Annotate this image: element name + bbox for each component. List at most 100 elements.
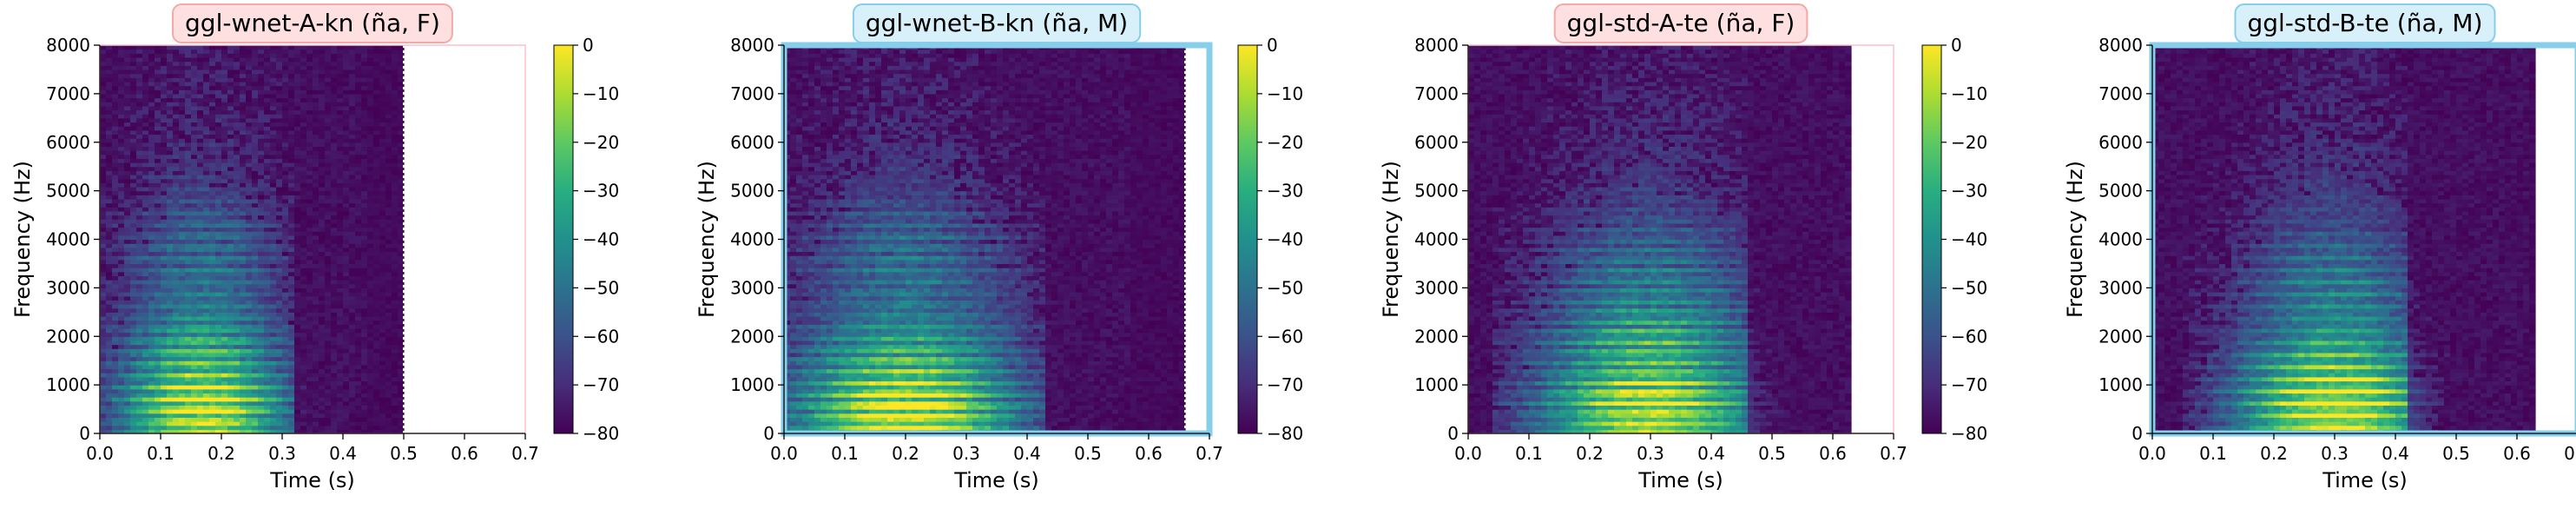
spectrogram-cell [300,260,307,264]
spectrogram-cell [234,255,240,260]
spectrogram-cell [319,405,326,409]
spectrogram-cell [136,53,143,57]
spectrogram-cell [209,231,216,235]
spectrogram-cell [179,170,186,175]
spectrogram-cell [215,94,222,98]
spectrogram-cell [276,138,283,142]
spectrogram-cell [343,308,350,313]
spectrogram-cell [385,421,392,426]
spectrogram-cell [148,130,155,135]
spectrogram-cell [197,45,204,50]
spectrogram-cell [331,211,338,215]
spectrogram-cell [173,353,180,357]
spectrogram-cell [343,255,350,260]
spectrogram-cell [118,231,125,235]
spectrogram-cell [331,243,338,248]
spectrogram-cell [136,74,143,78]
spectrogram-cell [379,211,386,215]
spectrogram-cell [112,122,119,126]
spectrogram-cell [306,50,313,54]
spectrogram-cell [367,203,374,208]
spectrogram-cell [112,348,119,353]
spectrogram-cell [367,385,374,389]
spectrogram-cell [240,162,247,167]
spectrogram-cell [197,260,204,264]
spectrogram-cell [288,292,295,296]
spectrogram-cell [136,312,143,316]
spectrogram-cell [306,215,313,220]
spectrogram-cell [294,340,301,345]
spectrogram-cell [385,50,392,54]
spectrogram-cell [142,134,149,138]
spectrogram-cell [355,296,362,301]
spectrogram-cell [276,280,283,284]
spectrogram-cell [313,426,320,430]
spectrogram-cell [203,240,210,244]
spectrogram-cell [276,98,283,102]
spectrogram-cell [191,146,198,150]
spectrogram-cell [361,182,368,187]
spectrogram-cell [130,280,137,284]
spectrogram-cell [319,417,326,421]
spectrogram-cell [319,74,326,78]
spectrogram-cell [130,409,137,413]
spectrogram-cell [118,146,125,150]
spectrogram-cell [337,240,344,244]
spectrogram-cell [392,380,399,385]
spectrogram-cell [349,223,356,228]
spectrogram-cell [191,413,198,418]
spectrogram-cell [209,360,216,365]
spectrogram-cell [148,413,155,418]
spectrogram-cell [112,150,119,155]
spectrogram-cell [264,248,271,252]
spectrogram-cell [203,110,210,115]
spectrogram-cell [161,215,168,220]
spectrogram-cell [385,255,392,260]
spectrogram-cell [234,426,240,430]
spectrogram-cell [300,45,307,50]
spectrogram-cell [118,102,125,106]
spectrogram-cell [148,170,155,175]
spectrogram-cell [234,413,240,418]
spectrogram-cell [118,373,125,377]
spectrogram-cell [130,106,137,110]
spectrogram-cell [215,69,222,74]
spectrogram-cell [294,263,301,268]
spectrogram-cell [252,380,259,385]
spectrogram-cell [294,182,301,187]
spectrogram-cell [246,65,253,69]
spectrogram-cell [136,336,143,340]
spectrogram-cell [221,57,228,62]
spectrogram-cell [112,417,119,421]
spectrogram-cell [227,240,234,244]
spectrogram-cell [173,228,180,232]
spectrogram-cell [294,417,301,421]
spectrogram-cell [343,211,350,215]
spectrogram-cell [288,170,295,175]
spectrogram-cell [288,275,295,280]
spectrogram-cell [185,324,192,328]
spectrogram-cell [246,284,253,288]
spectrogram-cell [373,328,380,333]
spectrogram-cell [270,405,277,409]
spectrogram-cell [124,268,131,272]
spectrogram-cell [136,207,143,211]
spectrogram-cell [355,86,362,90]
spectrogram-cell [264,175,271,179]
spectrogram-cell [234,77,240,82]
spectrogram-cell [325,191,332,195]
spectrogram-cell [270,195,277,199]
spectrogram-cell [319,175,326,179]
spectrogram-cell [331,284,338,288]
spectrogram-cell [148,182,155,187]
spectrogram-cell [288,187,295,191]
spectrogram-cell [355,255,362,260]
spectrogram-cell [300,231,307,235]
spectrogram-cell [191,138,198,142]
spectrogram-cell [173,199,180,203]
spectrogram-cell [306,175,313,179]
spectrogram-cell [118,98,125,102]
spectrogram-cell [173,179,180,183]
spectrogram-cell [197,223,204,228]
spectrogram-cell [227,251,234,255]
